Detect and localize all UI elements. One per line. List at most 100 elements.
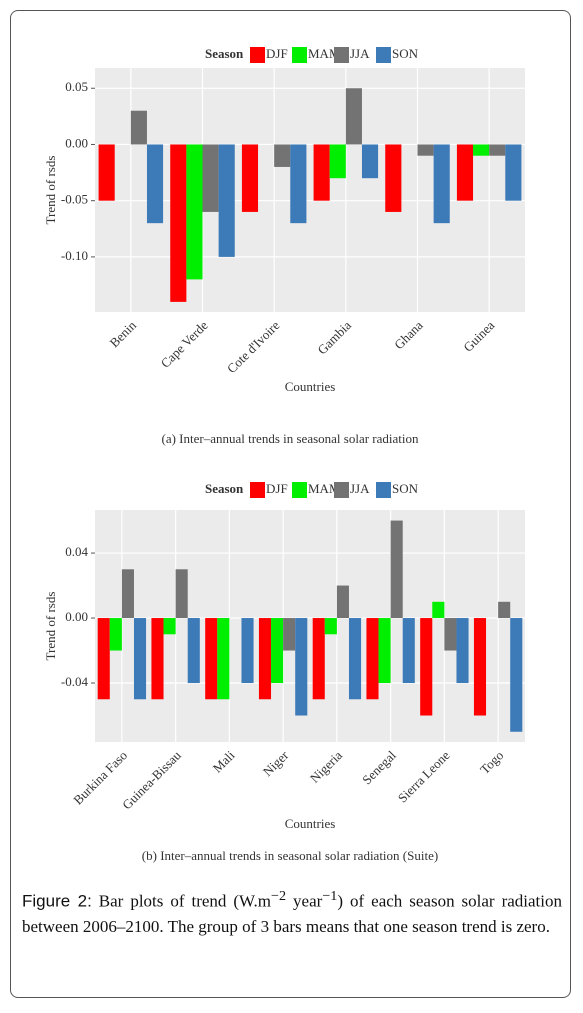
bar	[217, 618, 230, 700]
bar	[324, 618, 337, 635]
bar	[295, 618, 308, 716]
caption-label: Figure 2:	[22, 891, 92, 911]
legend-swatch	[292, 482, 307, 498]
bar	[109, 618, 122, 651]
bar	[187, 618, 200, 684]
legend-swatch	[250, 482, 265, 498]
bar	[202, 144, 219, 212]
caption-sup: −1	[322, 888, 338, 904]
bar	[432, 601, 445, 619]
bar	[510, 618, 523, 732]
x-tick-label: Guinea	[460, 317, 497, 354]
x-tick-label: Benin	[106, 317, 139, 350]
y-tick-label: -0.05	[61, 192, 88, 207]
bar	[130, 110, 147, 145]
caption-sup: −2	[271, 888, 287, 904]
x-tick-label: Niger	[260, 747, 292, 779]
x-tick-label: Cape Verde	[158, 317, 211, 370]
legend-label: JJA	[350, 481, 370, 496]
bar	[271, 618, 284, 684]
bar	[205, 618, 218, 700]
bar	[98, 144, 115, 201]
caption-text: Bar plots of trend (W.m	[98, 891, 272, 911]
bar	[361, 144, 379, 179]
bar	[433, 144, 450, 224]
legend-label: SON	[392, 481, 419, 496]
plot-background	[95, 68, 525, 312]
bar	[456, 144, 474, 201]
legend-label: MAM	[308, 46, 341, 61]
x-tick-label: Sierra Leone	[395, 747, 453, 805]
bar	[274, 144, 291, 167]
chart-title: (a) Inter–annual trends in seasonal sola…	[161, 431, 419, 446]
bar	[313, 144, 330, 201]
legend-title: Season	[205, 481, 244, 496]
bar	[444, 618, 457, 651]
frame	[10, 10, 571, 998]
bar	[366, 618, 379, 700]
bar	[498, 601, 511, 619]
bar	[97, 618, 110, 700]
x-tick-label: Senegal	[359, 747, 399, 787]
bar	[420, 618, 433, 716]
x-tick-label: Mali	[210, 747, 238, 775]
bar	[283, 618, 296, 651]
x-axis-label: Countries	[285, 816, 336, 831]
bar	[505, 144, 522, 201]
caption-text: year	[286, 891, 323, 911]
legend-label: SON	[392, 46, 419, 61]
bar	[146, 144, 164, 224]
y-tick-label: -0.04	[61, 674, 89, 689]
bar	[241, 618, 254, 684]
legend-swatch	[376, 47, 391, 63]
bar	[378, 618, 391, 684]
bar	[417, 144, 434, 156]
legend-title: Season	[205, 46, 244, 61]
x-tick-label: Togo	[477, 748, 506, 777]
y-tick-label: 0.00	[65, 609, 88, 624]
bar	[336, 585, 349, 619]
legend-label: MAM	[308, 481, 341, 496]
y-axis-label: Trend of rsds	[43, 156, 58, 225]
chart-title: (b) Inter–annual trends in seasonal sola…	[142, 848, 438, 863]
bar	[345, 88, 362, 145]
bar	[473, 144, 490, 156]
bar	[163, 618, 176, 635]
x-axis-label: Countries	[285, 379, 336, 394]
legend-label: DJF	[266, 481, 288, 496]
bar	[329, 144, 346, 179]
y-tick-label: 0.05	[65, 79, 88, 94]
bar	[348, 618, 362, 700]
bar	[186, 144, 203, 280]
y-axis-label: Trend of rsds	[43, 592, 58, 661]
bar	[290, 144, 307, 224]
x-tick-label: Cote d'Ivoire	[224, 317, 283, 376]
x-tick-label: Ghana	[391, 317, 426, 352]
bar	[312, 618, 325, 700]
legend-label: DJF	[266, 46, 288, 61]
y-tick-label: 0.00	[65, 135, 88, 150]
bar	[170, 144, 187, 302]
legend-swatch	[292, 47, 307, 63]
x-tick-label: Gambia	[314, 317, 354, 357]
bar	[175, 569, 188, 619]
bar	[456, 618, 469, 684]
y-tick-label: -0.10	[61, 248, 88, 263]
bar	[218, 144, 235, 257]
caption-text: ) of each season solar radiation between…	[22, 891, 562, 936]
caption: Figure 2: Bar plots of trend (W.m−2 year…	[22, 884, 562, 939]
bar	[489, 144, 506, 156]
legend-swatch	[334, 47, 349, 63]
y-tick-label: 0.04	[65, 544, 88, 559]
bar	[390, 520, 403, 619]
legend-swatch	[334, 482, 349, 498]
bar	[241, 144, 259, 212]
bar	[133, 618, 147, 700]
bar	[402, 618, 415, 684]
bar	[385, 144, 402, 212]
legend-swatch	[376, 482, 391, 498]
bar	[151, 618, 164, 700]
bar	[258, 618, 272, 700]
